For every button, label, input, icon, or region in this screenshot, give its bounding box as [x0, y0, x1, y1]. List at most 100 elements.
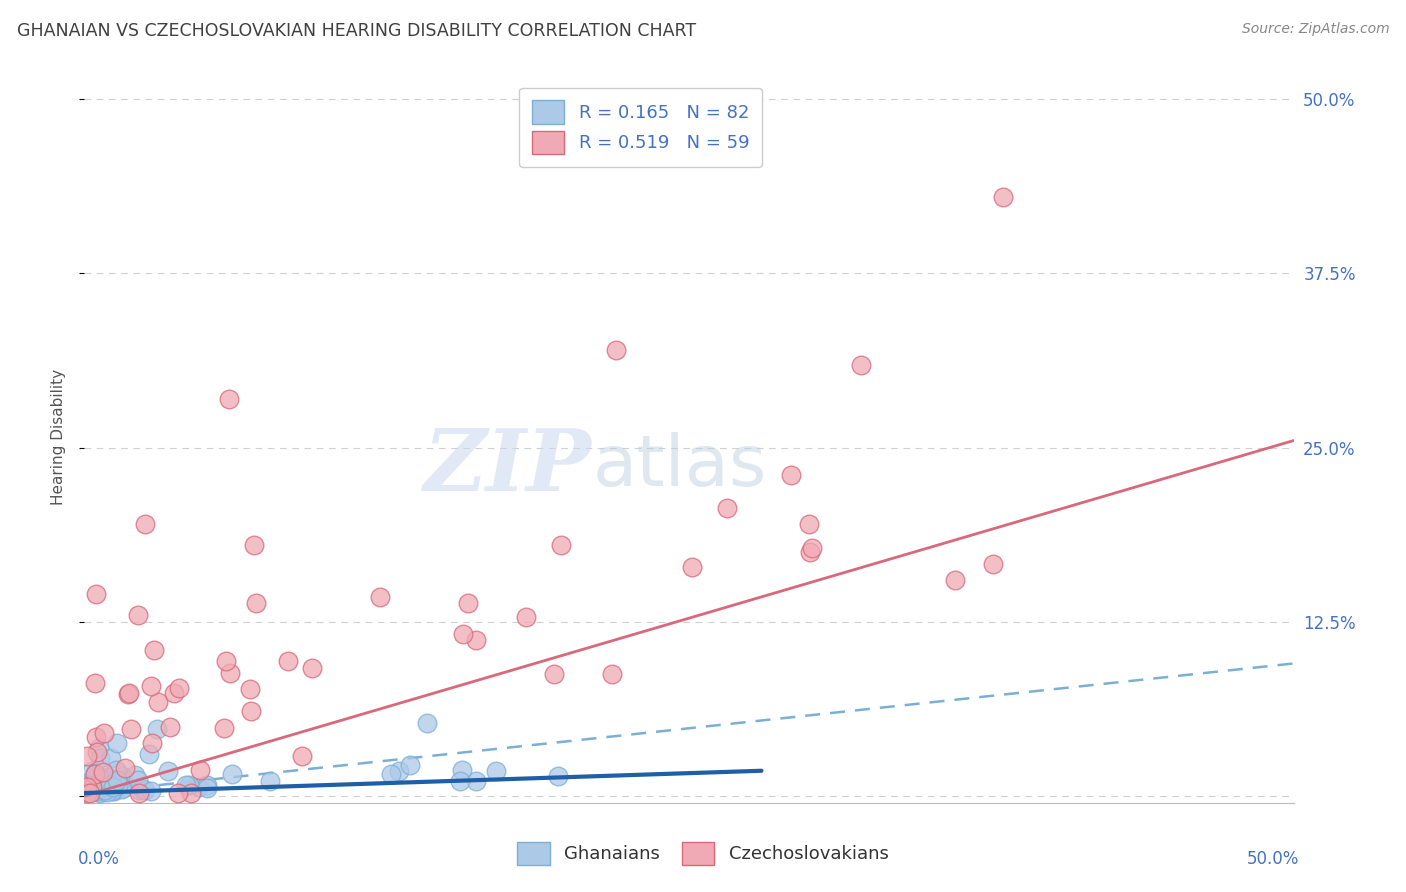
Point: [139, 679, 162, 693]
Point: [82, 779, 104, 793]
Point: [77, 780, 100, 794]
Point: [100, 776, 122, 790]
Point: [780, 468, 803, 483]
Point: [851, 358, 873, 372]
Point: [981, 558, 1004, 572]
Point: [96, 780, 118, 794]
Point: [83, 781, 105, 796]
Text: Source: ZipAtlas.com: Source: ZipAtlas.com: [1241, 22, 1389, 37]
Point: [681, 559, 703, 574]
Point: [797, 517, 820, 532]
Point: [94, 774, 117, 789]
Point: [120, 722, 142, 736]
Text: ZIP: ZIP: [425, 425, 592, 508]
Point: [114, 761, 136, 775]
Point: [84, 766, 107, 780]
Point: [124, 768, 146, 782]
Point: [89, 786, 111, 800]
Point: [127, 608, 149, 623]
Text: 0.0%: 0.0%: [79, 850, 120, 868]
Point: [110, 769, 132, 783]
Point: [89, 785, 111, 799]
Point: [163, 686, 186, 700]
Point: [89, 778, 111, 792]
Point: [80, 781, 103, 796]
Point: [464, 773, 486, 788]
Point: [96, 776, 118, 790]
Point: [141, 736, 163, 750]
Point: [84, 731, 107, 745]
Point: [214, 653, 236, 667]
Point: [76, 748, 98, 763]
Point: [76, 776, 98, 790]
Point: [277, 654, 299, 668]
Point: [380, 767, 402, 781]
Point: [146, 722, 169, 736]
Point: [195, 780, 218, 795]
Point: [600, 667, 623, 681]
Point: [134, 517, 156, 532]
Point: [550, 538, 572, 552]
Point: [301, 661, 323, 675]
Point: [93, 772, 115, 786]
Point: [174, 778, 197, 792]
Point: [134, 783, 156, 797]
Point: [86, 587, 108, 601]
Point: [86, 780, 108, 795]
Point: [218, 392, 240, 406]
Point: [111, 772, 134, 787]
Point: [143, 643, 166, 657]
Point: [716, 500, 738, 515]
Point: [86, 782, 108, 797]
Point: [291, 748, 314, 763]
Point: [450, 763, 472, 777]
Point: [515, 610, 537, 624]
Point: [89, 780, 111, 795]
Point: [188, 780, 211, 794]
Point: [219, 666, 242, 681]
Text: atlas: atlas: [592, 432, 766, 500]
Point: [90, 778, 112, 792]
Legend: Ghanaians, Czechoslovakians: Ghanaians, Czechoslovakians: [510, 835, 896, 872]
Point: [76, 786, 98, 800]
Point: [107, 780, 129, 795]
Point: [105, 773, 128, 788]
Point: [96, 785, 118, 799]
Point: [76, 780, 98, 794]
Point: [105, 763, 128, 777]
Point: [100, 751, 122, 765]
Point: [80, 780, 103, 795]
Legend: R = 0.165   N = 82, R = 0.519   N = 59: R = 0.165 N = 82, R = 0.519 N = 59: [519, 87, 762, 167]
Point: [451, 626, 474, 640]
Point: [799, 545, 821, 559]
Point: [464, 632, 486, 647]
Point: [108, 778, 131, 792]
Point: [127, 773, 149, 788]
Point: [103, 784, 125, 798]
Point: [87, 784, 110, 798]
Point: [93, 779, 115, 793]
Point: [148, 696, 170, 710]
Point: [128, 783, 150, 797]
Point: [416, 716, 439, 731]
Point: [388, 764, 411, 779]
Point: [112, 780, 135, 795]
Point: [221, 766, 243, 780]
Point: [117, 687, 139, 701]
Point: [157, 764, 180, 778]
Point: [107, 779, 129, 793]
Y-axis label: Hearing Disability: Hearing Disability: [51, 369, 66, 505]
Point: [801, 541, 824, 555]
Point: [132, 781, 155, 796]
Point: [79, 786, 101, 800]
Point: [93, 764, 115, 779]
Point: [84, 779, 107, 793]
Point: [86, 770, 108, 784]
Point: [368, 591, 391, 605]
Point: [167, 681, 190, 695]
Point: [139, 783, 162, 797]
Point: [943, 573, 966, 587]
Point: [103, 781, 125, 796]
Point: [457, 597, 479, 611]
Point: [605, 343, 627, 357]
